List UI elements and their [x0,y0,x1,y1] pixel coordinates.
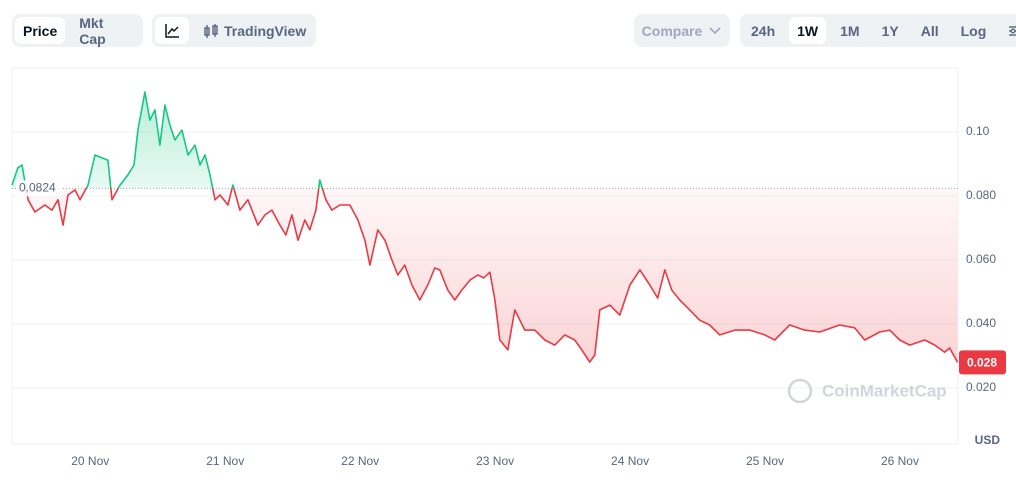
range-button[interactable]: 1Y [881,22,899,39]
compare-label: Compare [641,22,703,39]
watermark-logo [787,378,813,404]
tradingview-button[interactable]: TradingView [195,17,314,44]
x-tick-label: 26 Nov [881,454,919,468]
price-button[interactable]: Price [15,17,66,44]
plot-frame [11,67,959,445]
chart-mode-group: Price Mkt Cap [12,14,143,47]
tradingview-label: TradingView [224,22,307,39]
line-icon [165,23,179,38]
x-tick-label: 23 Nov [476,454,514,468]
range-button[interactable]: 1W [789,17,827,44]
x-tick-label: 25 Nov [746,454,784,468]
x-tick-label: 22 Nov [341,454,379,468]
range-button[interactable]: 24h [751,22,776,39]
settings-icon [1009,25,1016,36]
current-price-label: 0.028 [967,356,997,370]
chevron [709,26,721,34]
range-group: 24h 1W 1M 1Y All Log [740,14,1016,47]
line-chart-button[interactable] [155,17,189,44]
price-area [12,92,958,363]
watermark: CoinMarketCap [787,378,947,404]
x-tick-label: 20 Nov [71,454,109,468]
y-tick-label: 0.020 [966,380,996,394]
y-tick-label: 0.040 [966,316,996,330]
chart-style-group: TradingView [152,14,316,47]
y-unit-label: USD [975,433,1001,447]
settings-button[interactable] [1000,17,1016,44]
x-tick-label: 21 Nov [206,454,244,468]
y-tick-label: 0.060 [966,252,996,266]
compare-dropdown[interactable]: Compare [634,14,730,47]
baseline-label: 0.0824 [19,180,56,194]
range-button[interactable]: All [920,22,939,39]
y-tick-label: 0.080 [966,188,996,202]
x-tick-label: 24 Nov [611,454,649,468]
log-button[interactable]: Log [960,22,987,39]
candle-icon [204,23,218,38]
price-line [11,91,959,363]
baseline-label-bg [16,180,62,197]
watermark-text: CoinMarketCap [822,381,947,400]
current-price-bg [959,350,1006,375]
mkt-cap-button[interactable]: Mkt Cap [79,14,106,47]
y-tick-label: 0.10 [966,124,990,138]
range-button[interactable]: 1M [840,22,860,39]
